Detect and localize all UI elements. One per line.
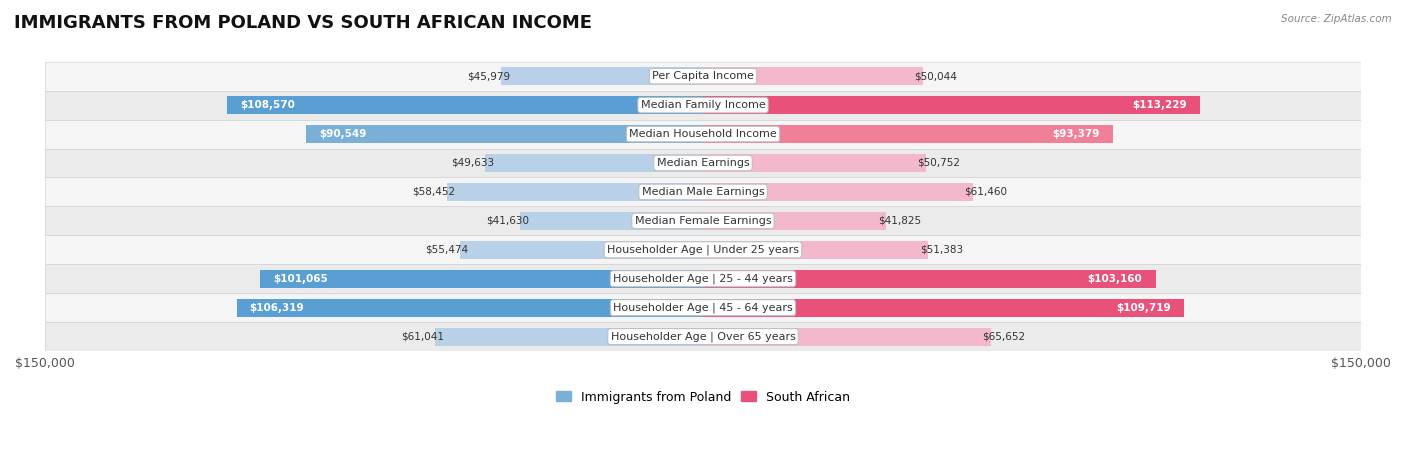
Text: $51,383: $51,383: [920, 245, 963, 255]
Bar: [45, 62, 1361, 91]
Bar: [447, 183, 703, 201]
Text: $65,652: $65,652: [983, 332, 1025, 342]
Text: Householder Age | 25 - 44 years: Householder Age | 25 - 44 years: [613, 274, 793, 284]
Bar: [45, 206, 1361, 235]
Bar: [703, 270, 1156, 288]
Text: $45,979: $45,979: [467, 71, 510, 81]
Bar: [436, 328, 703, 346]
Text: Median Male Earnings: Median Male Earnings: [641, 187, 765, 197]
Text: Per Capita Income: Per Capita Income: [652, 71, 754, 81]
Text: $50,752: $50,752: [917, 158, 960, 168]
Text: Source: ZipAtlas.com: Source: ZipAtlas.com: [1281, 14, 1392, 24]
Bar: [703, 212, 887, 230]
Bar: [703, 96, 1199, 114]
Bar: [502, 67, 703, 85]
Bar: [45, 235, 1361, 264]
Text: $113,229: $113,229: [1132, 100, 1187, 110]
Text: $108,570: $108,570: [240, 100, 295, 110]
Bar: [305, 125, 703, 143]
Bar: [45, 264, 1361, 293]
Text: $101,065: $101,065: [273, 274, 328, 284]
Text: Median Female Earnings: Median Female Earnings: [634, 216, 772, 226]
Text: Householder Age | Over 65 years: Householder Age | Over 65 years: [610, 332, 796, 342]
Bar: [703, 299, 1184, 317]
Text: Householder Age | 45 - 64 years: Householder Age | 45 - 64 years: [613, 303, 793, 313]
Bar: [45, 293, 1361, 322]
Bar: [226, 96, 703, 114]
Bar: [460, 241, 703, 259]
Bar: [703, 328, 991, 346]
Bar: [260, 270, 703, 288]
Text: $61,460: $61,460: [965, 187, 1007, 197]
Text: $55,474: $55,474: [425, 245, 468, 255]
Text: $93,379: $93,379: [1052, 129, 1099, 139]
Bar: [703, 125, 1112, 143]
Text: IMMIGRANTS FROM POLAND VS SOUTH AFRICAN INCOME: IMMIGRANTS FROM POLAND VS SOUTH AFRICAN …: [14, 14, 592, 32]
Text: $49,633: $49,633: [451, 158, 494, 168]
Bar: [45, 149, 1361, 177]
Bar: [703, 241, 928, 259]
Text: $103,160: $103,160: [1088, 274, 1143, 284]
Text: $41,825: $41,825: [877, 216, 921, 226]
Text: $90,549: $90,549: [319, 129, 367, 139]
Text: $106,319: $106,319: [250, 303, 304, 313]
Text: $58,452: $58,452: [412, 187, 456, 197]
Bar: [45, 120, 1361, 149]
Bar: [703, 154, 925, 172]
Text: $109,719: $109,719: [1116, 303, 1171, 313]
Bar: [520, 212, 703, 230]
Bar: [45, 177, 1361, 206]
Bar: [45, 322, 1361, 351]
Legend: Immigrants from Poland, South African: Immigrants from Poland, South African: [551, 386, 855, 409]
Text: Median Family Income: Median Family Income: [641, 100, 765, 110]
Text: Householder Age | Under 25 years: Householder Age | Under 25 years: [607, 245, 799, 255]
Text: $50,044: $50,044: [914, 71, 956, 81]
Text: Median Household Income: Median Household Income: [628, 129, 778, 139]
Text: $61,041: $61,041: [401, 332, 444, 342]
Bar: [703, 183, 973, 201]
Bar: [236, 299, 703, 317]
Text: Median Earnings: Median Earnings: [657, 158, 749, 168]
Bar: [703, 67, 922, 85]
Bar: [45, 91, 1361, 120]
Text: $41,630: $41,630: [486, 216, 529, 226]
Bar: [485, 154, 703, 172]
